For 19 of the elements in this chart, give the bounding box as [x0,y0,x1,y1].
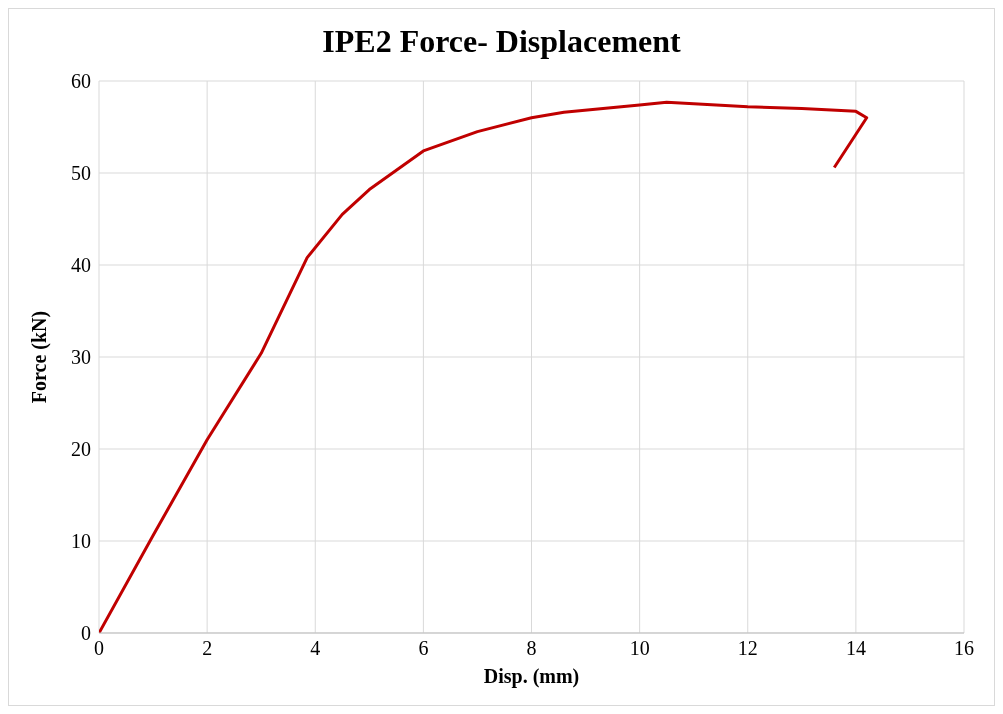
x-tick-label: 2 [202,637,213,660]
x-tick-label: 12 [737,637,758,660]
x-tick-label: 16 [954,637,974,660]
x-tick-label: 6 [418,637,429,660]
x-tick-label: 10 [629,637,650,660]
y-tick-label: 30 [71,346,91,369]
y-tick-label: 0 [81,622,91,645]
x-tick-label: 14 [845,637,866,660]
y-tick-label: 40 [71,254,91,277]
y-tick-label: 50 [71,162,91,185]
x-tick-label: 4 [310,637,321,660]
y-tick-label: 10 [71,530,91,553]
y-tick-label: 20 [71,438,91,461]
y-tick-label: 60 [71,70,91,93]
x-axis-title: Disp. (mm) [483,665,580,688]
x-tick-label: 8 [526,637,537,660]
chart-title: IPE2 Force- Displacement [322,23,681,59]
line-series [99,100,869,633]
y-axis-title: Force (kN) [28,310,52,404]
